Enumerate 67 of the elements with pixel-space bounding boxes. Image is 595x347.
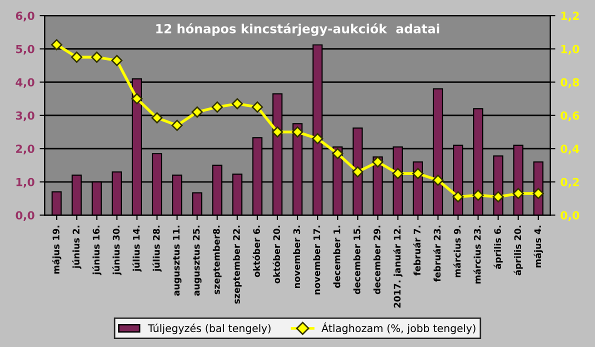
x-tick-label: december 15. <box>353 226 360 294</box>
y-tick-label: 0,0 <box>16 211 34 221</box>
x-tick-label: február 7. <box>413 226 421 276</box>
point <box>232 98 243 110</box>
point <box>392 168 404 180</box>
point <box>452 191 464 202</box>
x-tick-label: szeptember8. <box>212 226 222 294</box>
point <box>131 93 143 104</box>
point <box>532 188 544 200</box>
point <box>71 52 82 63</box>
x-tick-label: 2017. január 12. <box>393 226 402 308</box>
point <box>252 101 263 113</box>
x-tick-label: április 20. <box>514 226 523 276</box>
point <box>212 101 223 113</box>
x-tick-label: május 19. <box>52 226 62 274</box>
point <box>272 126 284 138</box>
x-tick-label: március 9. <box>453 226 461 278</box>
x-tick-label: június 16. <box>92 226 102 276</box>
x-tick-label: április 6. <box>494 226 503 269</box>
x-tick-label: május 4. <box>534 226 543 268</box>
x-tick-label: június 2. <box>72 226 82 269</box>
legend-label: Túljegyzés (bal tengely) <box>148 324 271 334</box>
x-tick-label: március 23. <box>473 226 481 284</box>
point <box>472 190 484 201</box>
y-tick-label: 1,0 <box>16 178 34 188</box>
point <box>171 120 183 131</box>
point <box>372 156 384 168</box>
point <box>412 168 424 180</box>
x-tick-label: december 29. <box>373 226 380 294</box>
point <box>111 54 122 66</box>
point <box>151 112 163 124</box>
point <box>312 133 324 144</box>
x-tick-label: július 28. <box>152 226 162 272</box>
x-tick-label: augusztus 11. <box>172 226 182 296</box>
x-tick-label: február 23. <box>433 226 441 282</box>
y2-tick-label: 0,6 <box>560 111 580 122</box>
point <box>352 166 364 178</box>
x-tick-label: június 30. <box>112 226 122 276</box>
y2-tick-label: 1,0 <box>561 44 580 55</box>
x-tick-label: november 3. <box>293 226 300 288</box>
y2-tick-label: 0,2 <box>560 178 579 188</box>
y2-tick-label: 0,0 <box>560 211 580 221</box>
y-tick-label: 2,0 <box>16 144 34 154</box>
point <box>51 39 62 50</box>
x-tick-label: október 20. <box>272 226 280 284</box>
y-tick-label: 4,0 <box>16 78 34 88</box>
legend-label: Átlaghozam (%, jobb tengely) <box>321 322 476 334</box>
y2-tick-label: 0,4 <box>560 144 580 154</box>
point <box>512 188 524 200</box>
x-tick-label: augusztus 25. <box>192 226 202 296</box>
point <box>332 148 344 160</box>
point <box>91 52 102 63</box>
y-tick-label: 6,0 <box>16 12 34 22</box>
y2-tick-label: 1,2 <box>561 12 579 22</box>
text: 12 hónapos kincstárjegy-aukciók adatai <box>156 23 440 36</box>
x-tick-label: november 17. <box>313 226 320 294</box>
point <box>492 191 504 202</box>
x-tick-label: október 6. <box>252 226 260 278</box>
x-tick-label: július 14. <box>132 226 142 272</box>
x-tick-label: szeptember 22. <box>232 226 242 304</box>
point <box>432 174 444 186</box>
point <box>292 126 304 138</box>
point <box>192 106 203 118</box>
x-tick-label: december 1. <box>333 226 340 288</box>
y-tick-label: 3,0 <box>16 111 34 122</box>
y-tick-label: 5,0 <box>16 44 34 55</box>
y2-tick-label: 0,8 <box>560 78 580 88</box>
